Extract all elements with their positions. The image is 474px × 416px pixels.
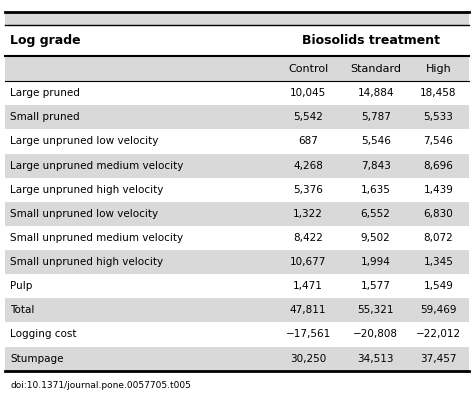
- Bar: [5, 202, 469, 226]
- Text: 1,322: 1,322: [293, 209, 323, 219]
- Bar: [5, 12, 469, 25]
- Text: 34,513: 34,513: [357, 354, 394, 364]
- Bar: [5, 226, 469, 250]
- Text: Pulp: Pulp: [10, 281, 33, 291]
- Text: Control: Control: [288, 64, 328, 74]
- Text: 4,268: 4,268: [293, 161, 323, 171]
- Text: Small pruned: Small pruned: [10, 112, 80, 122]
- Text: Log grade: Log grade: [10, 34, 81, 47]
- Text: 5,533: 5,533: [423, 112, 454, 122]
- Bar: [5, 105, 469, 129]
- Text: 8,072: 8,072: [424, 233, 453, 243]
- Text: −20,808: −20,808: [353, 329, 398, 339]
- Text: Large unpruned high velocity: Large unpruned high velocity: [10, 185, 164, 195]
- Text: 30,250: 30,250: [290, 354, 326, 364]
- Bar: [5, 56, 469, 81]
- Bar: [5, 25, 469, 56]
- Bar: [5, 154, 469, 178]
- Bar: [5, 347, 469, 371]
- Text: 14,884: 14,884: [357, 88, 394, 98]
- Text: Stumpage: Stumpage: [10, 354, 64, 364]
- Text: 55,321: 55,321: [357, 305, 394, 315]
- Text: 18,458: 18,458: [420, 88, 457, 98]
- Text: 1,471: 1,471: [293, 281, 323, 291]
- Bar: [5, 322, 469, 347]
- Bar: [5, 250, 469, 274]
- Text: Large pruned: Large pruned: [10, 88, 80, 98]
- Text: Total: Total: [10, 305, 35, 315]
- Text: −17,561: −17,561: [285, 329, 331, 339]
- Text: 8,696: 8,696: [423, 161, 454, 171]
- Text: 1,345: 1,345: [423, 257, 454, 267]
- Text: 47,811: 47,811: [290, 305, 327, 315]
- Bar: [5, 81, 469, 105]
- Text: Standard: Standard: [350, 64, 401, 74]
- Text: 5,542: 5,542: [293, 112, 323, 122]
- Text: 59,469: 59,469: [420, 305, 457, 315]
- Text: 1,577: 1,577: [361, 281, 391, 291]
- Bar: [5, 178, 469, 202]
- Text: 10,677: 10,677: [290, 257, 326, 267]
- Text: 7,546: 7,546: [423, 136, 454, 146]
- Bar: [5, 129, 469, 154]
- Text: 7,843: 7,843: [361, 161, 391, 171]
- Text: Small unpruned low velocity: Small unpruned low velocity: [10, 209, 158, 219]
- Text: 1,549: 1,549: [423, 281, 454, 291]
- Text: High: High: [426, 64, 451, 74]
- Text: 8,422: 8,422: [293, 233, 323, 243]
- Bar: [5, 298, 469, 322]
- Bar: [5, 274, 469, 298]
- Text: 5,787: 5,787: [361, 112, 391, 122]
- Text: 1,439: 1,439: [423, 185, 454, 195]
- Text: Large unpruned low velocity: Large unpruned low velocity: [10, 136, 159, 146]
- Text: 5,546: 5,546: [361, 136, 391, 146]
- Text: doi:10.1371/journal.pone.0057705.t005: doi:10.1371/journal.pone.0057705.t005: [10, 381, 191, 390]
- Text: 1,994: 1,994: [361, 257, 391, 267]
- Text: 10,045: 10,045: [290, 88, 326, 98]
- Text: 1,635: 1,635: [361, 185, 391, 195]
- Text: Large unpruned medium velocity: Large unpruned medium velocity: [10, 161, 184, 171]
- Text: Biosolids treatment: Biosolids treatment: [302, 34, 440, 47]
- Text: −22,012: −22,012: [416, 329, 461, 339]
- Text: 5,376: 5,376: [293, 185, 323, 195]
- Text: 37,457: 37,457: [420, 354, 457, 364]
- Text: 6,552: 6,552: [361, 209, 391, 219]
- Text: 6,830: 6,830: [424, 209, 453, 219]
- Text: Logging cost: Logging cost: [10, 329, 77, 339]
- Text: Small unpruned high velocity: Small unpruned high velocity: [10, 257, 164, 267]
- Text: 9,502: 9,502: [361, 233, 391, 243]
- Text: 687: 687: [298, 136, 318, 146]
- Text: Small unpruned medium velocity: Small unpruned medium velocity: [10, 233, 183, 243]
